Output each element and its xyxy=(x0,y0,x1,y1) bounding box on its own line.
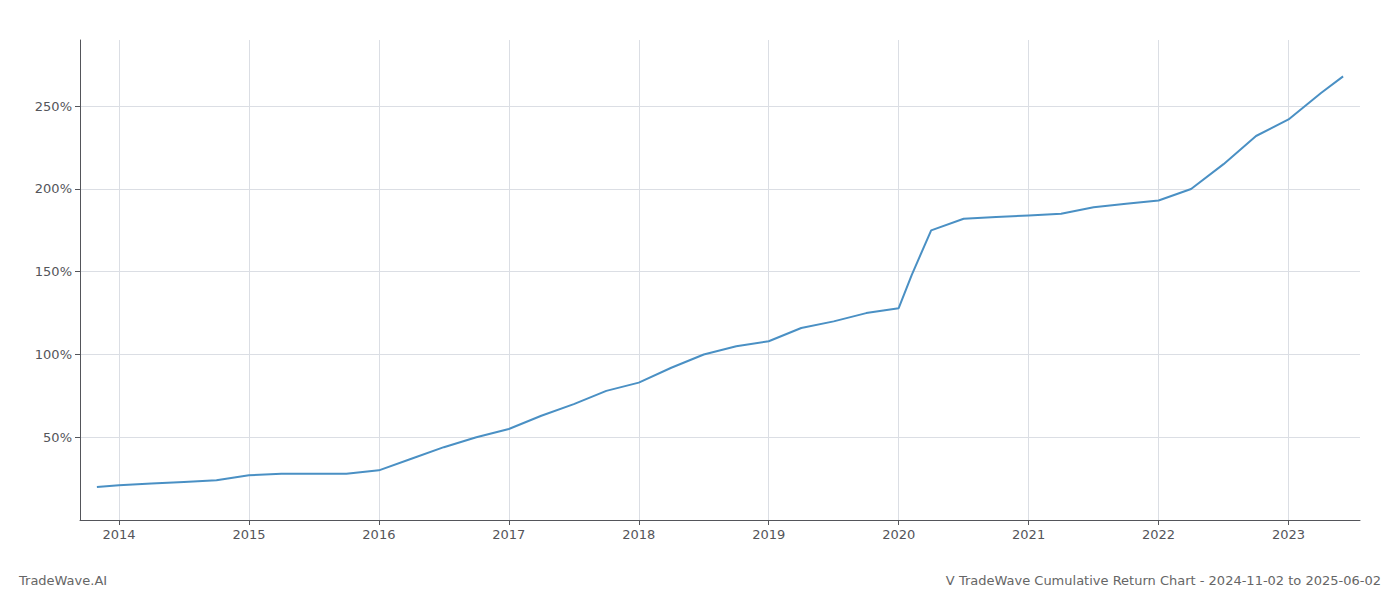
svg-text:2022: 2022 xyxy=(1142,527,1175,542)
svg-text:2021: 2021 xyxy=(1012,527,1045,542)
svg-text:50%: 50% xyxy=(43,430,72,445)
svg-text:2014: 2014 xyxy=(102,527,135,542)
svg-text:250%: 250% xyxy=(35,99,72,114)
svg-text:TradeWave.AI: TradeWave.AI xyxy=(18,573,107,588)
svg-text:2016: 2016 xyxy=(362,527,395,542)
svg-text:2018: 2018 xyxy=(622,527,655,542)
svg-text:2019: 2019 xyxy=(752,527,785,542)
svg-text:200%: 200% xyxy=(35,181,72,196)
svg-text:150%: 150% xyxy=(35,264,72,279)
svg-text:2020: 2020 xyxy=(882,527,915,542)
svg-text:100%: 100% xyxy=(35,347,72,362)
svg-text:2023: 2023 xyxy=(1272,527,1305,542)
svg-text:2015: 2015 xyxy=(232,527,265,542)
svg-text:V TradeWave Cumulative Return: V TradeWave Cumulative Return Chart - 20… xyxy=(946,573,1381,588)
svg-text:2017: 2017 xyxy=(492,527,525,542)
